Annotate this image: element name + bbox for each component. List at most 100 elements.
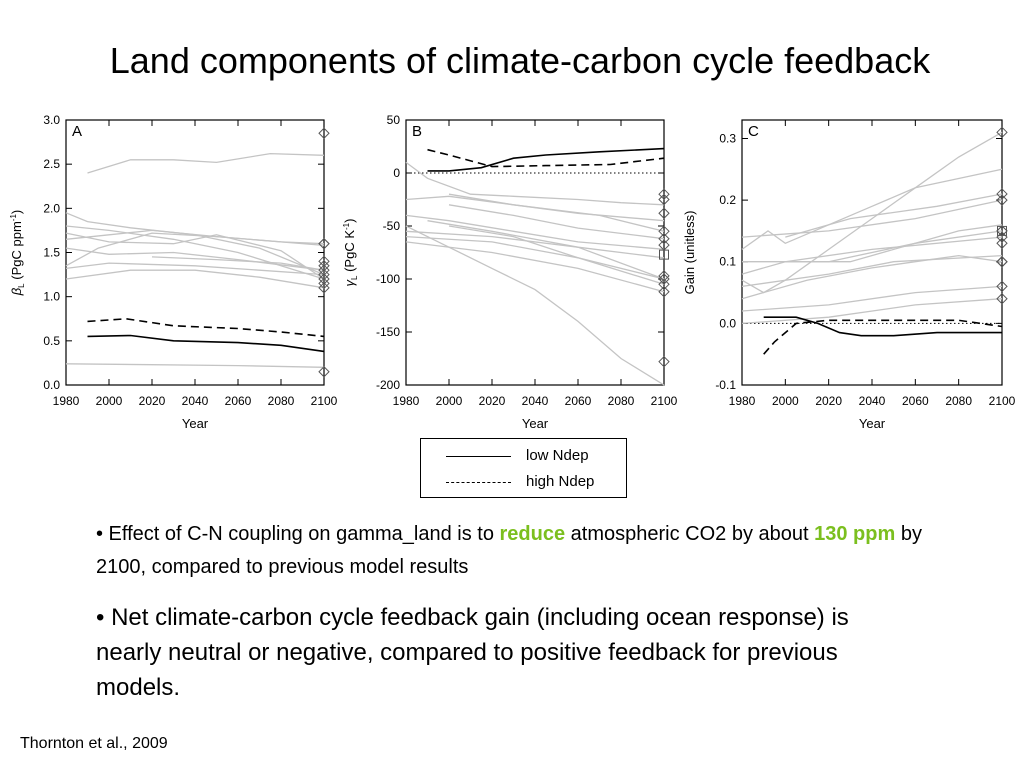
model-line bbox=[65, 232, 325, 267]
chart-svg-c: 1980 2000 2020 2040 2060 2080 2100 -0.1 0.0 0.1 0.… bbox=[682, 119, 1016, 431]
y-axis-label: Gain (unitless) bbox=[682, 211, 697, 295]
model-line bbox=[65, 247, 325, 271]
model-line bbox=[65, 269, 325, 289]
model-line bbox=[405, 195, 665, 222]
x-tick-label: 2100 bbox=[311, 394, 338, 408]
y-tick-label: 0.2 bbox=[719, 193, 736, 207]
series-high-ndep-line bbox=[87, 317, 325, 338]
diamond-marker-2100 bbox=[996, 293, 1008, 305]
model-line bbox=[448, 225, 665, 280]
model-line bbox=[87, 152, 325, 174]
x-tick-label: 2000 bbox=[436, 394, 463, 408]
diamond-marker-2100 bbox=[318, 127, 330, 139]
diamond-marker-2100 bbox=[658, 193, 670, 206]
model-line bbox=[405, 235, 665, 285]
diamond-marker-2100 bbox=[658, 355, 670, 368]
x-tick-label: 1980 bbox=[393, 394, 420, 408]
bullet-point-1: • Effect of C-N coupling on gamma_land i… bbox=[96, 518, 976, 584]
y-axis-label-units: (PgC ppm bbox=[9, 221, 24, 283]
model-line bbox=[65, 363, 325, 368]
model-line bbox=[741, 131, 1003, 294]
diamond-marker-2100 bbox=[996, 280, 1008, 293]
diamond-marker-2100 bbox=[318, 277, 330, 290]
legend-label-low-ndep: low Ndep bbox=[526, 447, 589, 464]
legend-dashed-line-swatch bbox=[446, 482, 511, 483]
diamond-marker-2100 bbox=[996, 126, 1008, 139]
diamond-marker-2100 bbox=[658, 270, 670, 282]
x-tick-label: 2020 bbox=[479, 394, 506, 408]
y-axis-label-units: (PgC K bbox=[342, 230, 357, 276]
y-tick-label: -0.1 bbox=[715, 378, 736, 392]
x-tick-label: 2060 bbox=[902, 394, 929, 408]
model-line bbox=[448, 204, 665, 240]
model-line bbox=[741, 168, 1003, 250]
y-axis-label-close: ) bbox=[342, 219, 357, 223]
y-tick-label: -50 bbox=[383, 219, 401, 233]
x-tick-label: 2040 bbox=[522, 394, 549, 408]
x-tick-label: 2100 bbox=[989, 394, 1016, 408]
y-tick-label: 2.5 bbox=[43, 157, 60, 171]
y-tick-label: 1.0 bbox=[43, 290, 60, 304]
x-tick-label: 1980 bbox=[729, 394, 756, 408]
model-line bbox=[151, 256, 325, 271]
diamond-marker-2100 bbox=[658, 273, 670, 285]
bullet-1-text-a: • Effect of C-N coupling on gamma_land i… bbox=[96, 523, 500, 545]
panel-letter-c: C bbox=[748, 123, 759, 140]
y-axis-label-subscript: L bbox=[17, 283, 26, 288]
x-tick-label: 2040 bbox=[182, 394, 209, 408]
x-tick-label: 2040 bbox=[859, 394, 886, 408]
diamond-marker-2100 bbox=[318, 260, 330, 272]
y-axis-label-superscript: -1 bbox=[9, 214, 18, 222]
y-tick-label: 0.0 bbox=[43, 378, 60, 392]
legend-item-low-ndep: low Ndep bbox=[421, 447, 626, 467]
y-tick-label: -150 bbox=[376, 325, 400, 339]
square-marker-2100 bbox=[997, 225, 1007, 236]
panel-letter-a: A bbox=[72, 123, 82, 140]
diamond-marker-2100 bbox=[318, 237, 330, 250]
model-line bbox=[741, 254, 1003, 300]
y-tick-label: 2.0 bbox=[43, 201, 60, 215]
diamond-marker-2100 bbox=[658, 286, 670, 298]
series-high-ndep-line bbox=[427, 148, 665, 168]
model-line bbox=[448, 193, 665, 232]
y-tick-label: 0.3 bbox=[719, 131, 736, 145]
x-tick-label: 1980 bbox=[53, 394, 80, 408]
chart-panel-a: 1980 2000 2020 2040 2060 2080 2100 0.0 0.5 1.0 1.5… bbox=[5, 110, 340, 445]
bullet-1-text-b: atmospheric CO2 by about bbox=[565, 523, 815, 545]
bullet-1-highlight-reduce: reduce bbox=[499, 523, 566, 545]
x-tick-label: 2020 bbox=[139, 394, 166, 408]
x-tick-label: 2080 bbox=[945, 394, 972, 408]
x-tick-label: 2100 bbox=[651, 394, 678, 408]
x-axis-label: Year bbox=[182, 416, 209, 431]
legend-solid-line-swatch bbox=[446, 456, 511, 457]
y-axis-label-superscript: -1 bbox=[342, 222, 351, 230]
chart-legend: low Ndep high Ndep bbox=[420, 438, 627, 498]
y-axis-label-symbol: γ bbox=[342, 278, 357, 286]
model-line bbox=[741, 236, 1003, 275]
citation: Thornton et al., 2009 bbox=[20, 735, 168, 752]
series-low-ndep-line bbox=[87, 334, 325, 353]
y-tick-label: 3.0 bbox=[43, 113, 60, 127]
diamond-marker-2100 bbox=[318, 264, 330, 276]
y-tick-label: 0 bbox=[393, 166, 400, 180]
model-line bbox=[785, 224, 1003, 263]
model-line bbox=[427, 220, 665, 259]
page-title: Land components of climate-carbon cycle … bbox=[109, 40, 931, 81]
model-line bbox=[405, 214, 665, 250]
model-line bbox=[405, 161, 665, 206]
model-line bbox=[741, 254, 1003, 288]
y-axis-label-symbol: β bbox=[9, 287, 24, 296]
model-line bbox=[65, 225, 325, 280]
chart-svg-a: 1980 2000 2020 2040 2060 2080 2100 0.0 0.5 1.0 1.5… bbox=[9, 113, 338, 431]
model-line bbox=[742, 230, 1003, 263]
x-tick-label: 2000 bbox=[772, 394, 799, 408]
legend-item-high-ndep: high Ndep bbox=[421, 473, 626, 493]
x-tick-label: 2080 bbox=[608, 394, 635, 408]
diamond-marker-2100 bbox=[658, 225, 670, 238]
y-tick-label: 50 bbox=[387, 113, 401, 127]
diamond-marker-2100 bbox=[318, 366, 330, 378]
model-line bbox=[741, 285, 1003, 312]
y-tick-label: -100 bbox=[376, 272, 400, 286]
model-line bbox=[741, 298, 1003, 325]
y-tick-label: 0.5 bbox=[43, 334, 60, 348]
